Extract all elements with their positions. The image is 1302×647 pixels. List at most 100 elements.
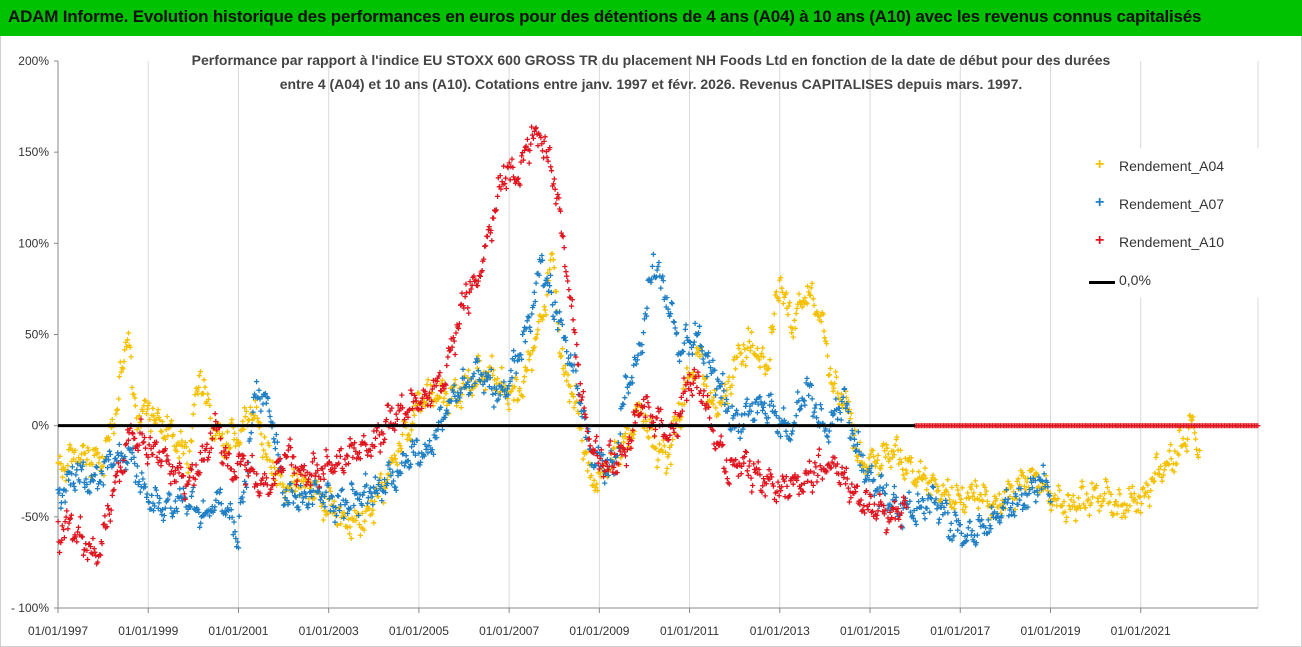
point-rendement-a10 (444, 362, 450, 369)
point-rendement-a04 (347, 531, 353, 537)
point-rendement-a04 (292, 488, 298, 494)
point-rendement-a10 (168, 481, 174, 487)
point-rendement-a04 (263, 454, 270, 460)
point-rendement-a07 (387, 466, 393, 472)
point-rendement-a04 (1086, 512, 1092, 518)
point-rendement-a10 (372, 443, 378, 450)
point-rendement-a07 (758, 399, 764, 405)
point-rendement-a04 (1134, 500, 1140, 506)
point-rendement-a10 (347, 436, 353, 442)
point-rendement-a04 (580, 456, 586, 462)
point-rendement-a07 (721, 388, 727, 394)
point-rendement-a04 (991, 501, 997, 507)
point-rendement-a04 (833, 369, 839, 375)
point-rendement-a07 (272, 446, 278, 452)
point-rendement-a04 (898, 459, 905, 465)
point-rendement-a04 (116, 396, 122, 402)
point-rendement-a04 (746, 338, 752, 345)
point-rendement-a10 (847, 489, 853, 495)
point-rendement-a04 (321, 508, 327, 514)
point-rendement-a07 (920, 497, 926, 504)
point-rendement-a10 (902, 497, 908, 504)
point-rendement-a07 (162, 505, 168, 511)
point-rendement-a10 (209, 436, 215, 442)
point-rendement-a10 (803, 468, 809, 474)
point-rendement-a07 (765, 415, 771, 421)
point-rendement-a10 (121, 468, 128, 474)
point-rendement-a07 (112, 455, 119, 461)
point-rendement-a07 (696, 323, 703, 329)
point-rendement-a04 (437, 394, 443, 400)
point-rendement-a07 (417, 462, 423, 468)
point-rendement-a04 (1127, 503, 1133, 509)
point-rendement-a07 (737, 435, 743, 441)
point-rendement-a07 (480, 381, 486, 388)
point-rendement-a07 (784, 433, 790, 439)
point-rendement-a04 (566, 399, 573, 405)
point-rendement-a07 (139, 470, 145, 476)
point-rendement-a07 (555, 327, 561, 333)
point-rendement-a04 (827, 365, 833, 372)
point-rendement-a10 (766, 467, 772, 473)
point-rendement-a04 (1097, 493, 1103, 499)
point-rendement-a07 (67, 482, 74, 488)
point-rendement-a10 (559, 233, 565, 239)
point-rendement-a04 (1197, 447, 1203, 454)
point-rendement-a10 (102, 513, 108, 519)
point-rendement-a10 (874, 512, 880, 518)
point-rendement-a04 (767, 357, 773, 363)
point-rendement-a10 (349, 442, 355, 448)
point-rendement-a10 (418, 399, 424, 405)
point-rendement-a04 (1193, 446, 1200, 452)
point-rendement-a10 (156, 449, 162, 455)
point-rendement-a04 (1099, 502, 1105, 509)
point-rendement-a04 (118, 369, 124, 375)
point-rendement-a10 (587, 443, 593, 449)
point-rendement-a10 (79, 534, 86, 540)
point-rendement-a04 (158, 428, 164, 434)
point-rendement-a04 (1121, 510, 1127, 516)
point-rendement-a04 (908, 455, 914, 461)
point-rendement-a07 (73, 472, 79, 478)
point-rendement-a04 (528, 351, 534, 357)
point-rendement-a04 (903, 467, 909, 473)
point-rendement-a04 (1166, 462, 1172, 468)
point-rendement-a10 (363, 442, 369, 448)
point-rendement-a07 (574, 385, 581, 392)
point-rendement-a07 (309, 501, 316, 507)
point-rendement-a04 (1070, 493, 1076, 499)
point-rendement-a07 (855, 429, 861, 435)
point-rendement-a10 (348, 441, 354, 447)
point-rendement-a07 (62, 499, 68, 505)
point-rendement-a04 (996, 491, 1002, 497)
point-rendement-a04 (458, 405, 464, 411)
point-rendement-a10 (614, 469, 620, 476)
point-rendement-a07 (793, 413, 799, 419)
point-rendement-a07 (623, 374, 629, 380)
point-rendement-a04 (205, 391, 211, 397)
point-rendement-a07 (740, 426, 746, 432)
point-rendement-a10 (57, 549, 63, 556)
point-rendement-a07 (289, 489, 295, 495)
point-rendement-a10 (566, 287, 572, 293)
point-rendement-a07 (762, 400, 768, 406)
point-rendement-a07 (92, 472, 98, 478)
point-rendement-a04 (262, 434, 268, 440)
point-rendement-a10 (726, 481, 732, 487)
point-rendement-a04 (327, 488, 334, 494)
point-rendement-a04 (533, 335, 539, 341)
point-rendement-a07 (364, 482, 370, 488)
point-rendement-a07 (643, 313, 650, 319)
point-rendement-a04 (271, 465, 278, 471)
point-rendement-a07 (307, 489, 313, 495)
point-rendement-a10 (502, 181, 508, 187)
point-rendement-a04 (207, 402, 213, 408)
point-rendement-a10 (495, 193, 501, 199)
point-rendement-a04 (136, 413, 142, 419)
point-rendement-a07 (804, 375, 810, 381)
point-rendement-a04 (894, 434, 900, 440)
point-rendement-a07 (934, 506, 940, 512)
scatter-plot: 01/01/1997 01/01/1999 01/01/2001 01/01/2003… (11, 54, 1261, 638)
point-rendement-a04 (79, 451, 85, 457)
point-rendement-a10 (532, 126, 538, 132)
